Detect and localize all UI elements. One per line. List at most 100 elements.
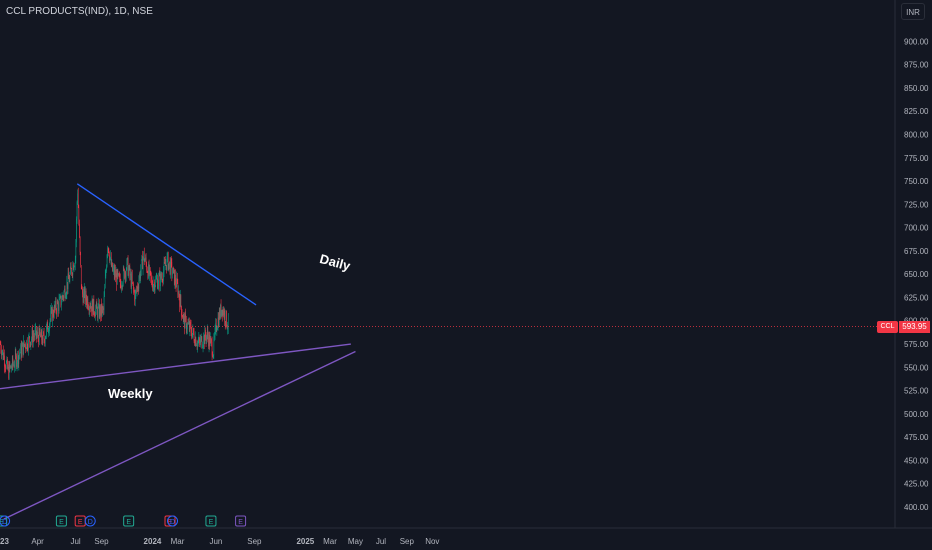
marker-letter: E [126,519,131,526]
candle [87,298,88,305]
candle [142,255,143,270]
candle [82,293,84,303]
candle [115,270,116,278]
candle [125,272,126,278]
ticker-title[interactable]: CCL PRODUCTS(IND), 1D, NSE [6,6,153,17]
dividend-marker-icon[interactable] [84,515,96,527]
candle [63,296,64,298]
candle [84,288,85,292]
candle [178,291,180,298]
candle [216,329,218,331]
candle [166,256,168,270]
candle [65,296,66,299]
y-tick-label: 525.00 [904,387,929,396]
lower-trendline[interactable] [3,350,356,520]
earnings-marker-icon[interactable] [0,515,8,527]
candle [124,269,125,279]
candle [190,325,192,333]
candle [30,341,31,347]
candle [49,319,51,324]
candle [206,335,207,341]
candle [135,293,136,302]
candle [195,337,196,346]
candle [207,330,209,338]
candle [145,257,146,261]
candle [71,268,72,274]
candle [132,275,133,283]
candle [186,317,187,331]
candle [155,278,156,286]
candle [1,351,3,356]
candle [225,321,226,324]
candle [86,299,87,305]
candle [70,266,71,275]
candle [45,338,46,344]
x-tick-label: Nov [425,537,439,546]
weekly-trendline[interactable] [0,343,351,390]
candle [82,289,83,294]
earnings-marker-icon[interactable] [205,515,217,527]
candle [92,299,93,315]
x-tick-label: Jul [70,537,80,546]
earnings-marker-icon[interactable] [164,515,176,527]
earnings-marker-icon[interactable] [123,515,135,527]
marker-letter: E [238,519,243,526]
daily-trendline[interactable] [76,183,257,306]
candle [36,334,38,337]
candle [227,327,228,329]
candle [136,286,138,291]
candle [171,259,172,263]
candle [198,341,199,343]
candle [99,306,101,317]
candle [25,344,26,349]
candle [192,328,194,334]
dividend-marker-icon[interactable] [0,515,11,527]
weekly-trendline-label[interactable]: Weekly [108,386,153,401]
candle [172,268,174,274]
candle [67,273,69,289]
y-tick-label: 800.00 [904,130,929,139]
marker-letter: E [78,519,83,526]
candle [154,285,156,291]
dividend-marker-icon[interactable] [167,515,179,527]
candle [162,277,163,281]
candle [97,308,98,318]
candle [103,308,104,310]
candle [199,338,200,341]
candle [148,264,149,278]
candle [128,269,129,276]
candle [97,307,99,318]
candle [73,266,75,270]
candle [150,267,151,272]
candle [52,308,53,321]
earnings-marker-icon[interactable] [235,515,247,527]
candle [138,280,140,289]
candle [204,329,206,344]
candle [41,330,42,341]
candle [108,248,110,256]
candle [186,328,188,331]
x-tick-label: 2024 [144,537,162,546]
candle [111,262,113,266]
candle [67,282,68,289]
candle [16,355,17,367]
candle [204,335,205,344]
candle [61,295,63,302]
candle [39,328,41,335]
candle [9,363,10,379]
candle [87,298,89,308]
candle [150,271,152,278]
candle [225,310,227,324]
candle [75,242,77,258]
currency-badge[interactable]: INR [901,3,925,20]
candle [66,282,68,294]
candle [127,257,129,276]
candle [24,344,26,346]
candle [226,310,227,326]
earnings-marker-icon[interactable] [55,515,67,527]
candle [139,273,140,281]
marker-letter: E [168,519,173,526]
candle [6,362,7,369]
candle [26,340,27,350]
